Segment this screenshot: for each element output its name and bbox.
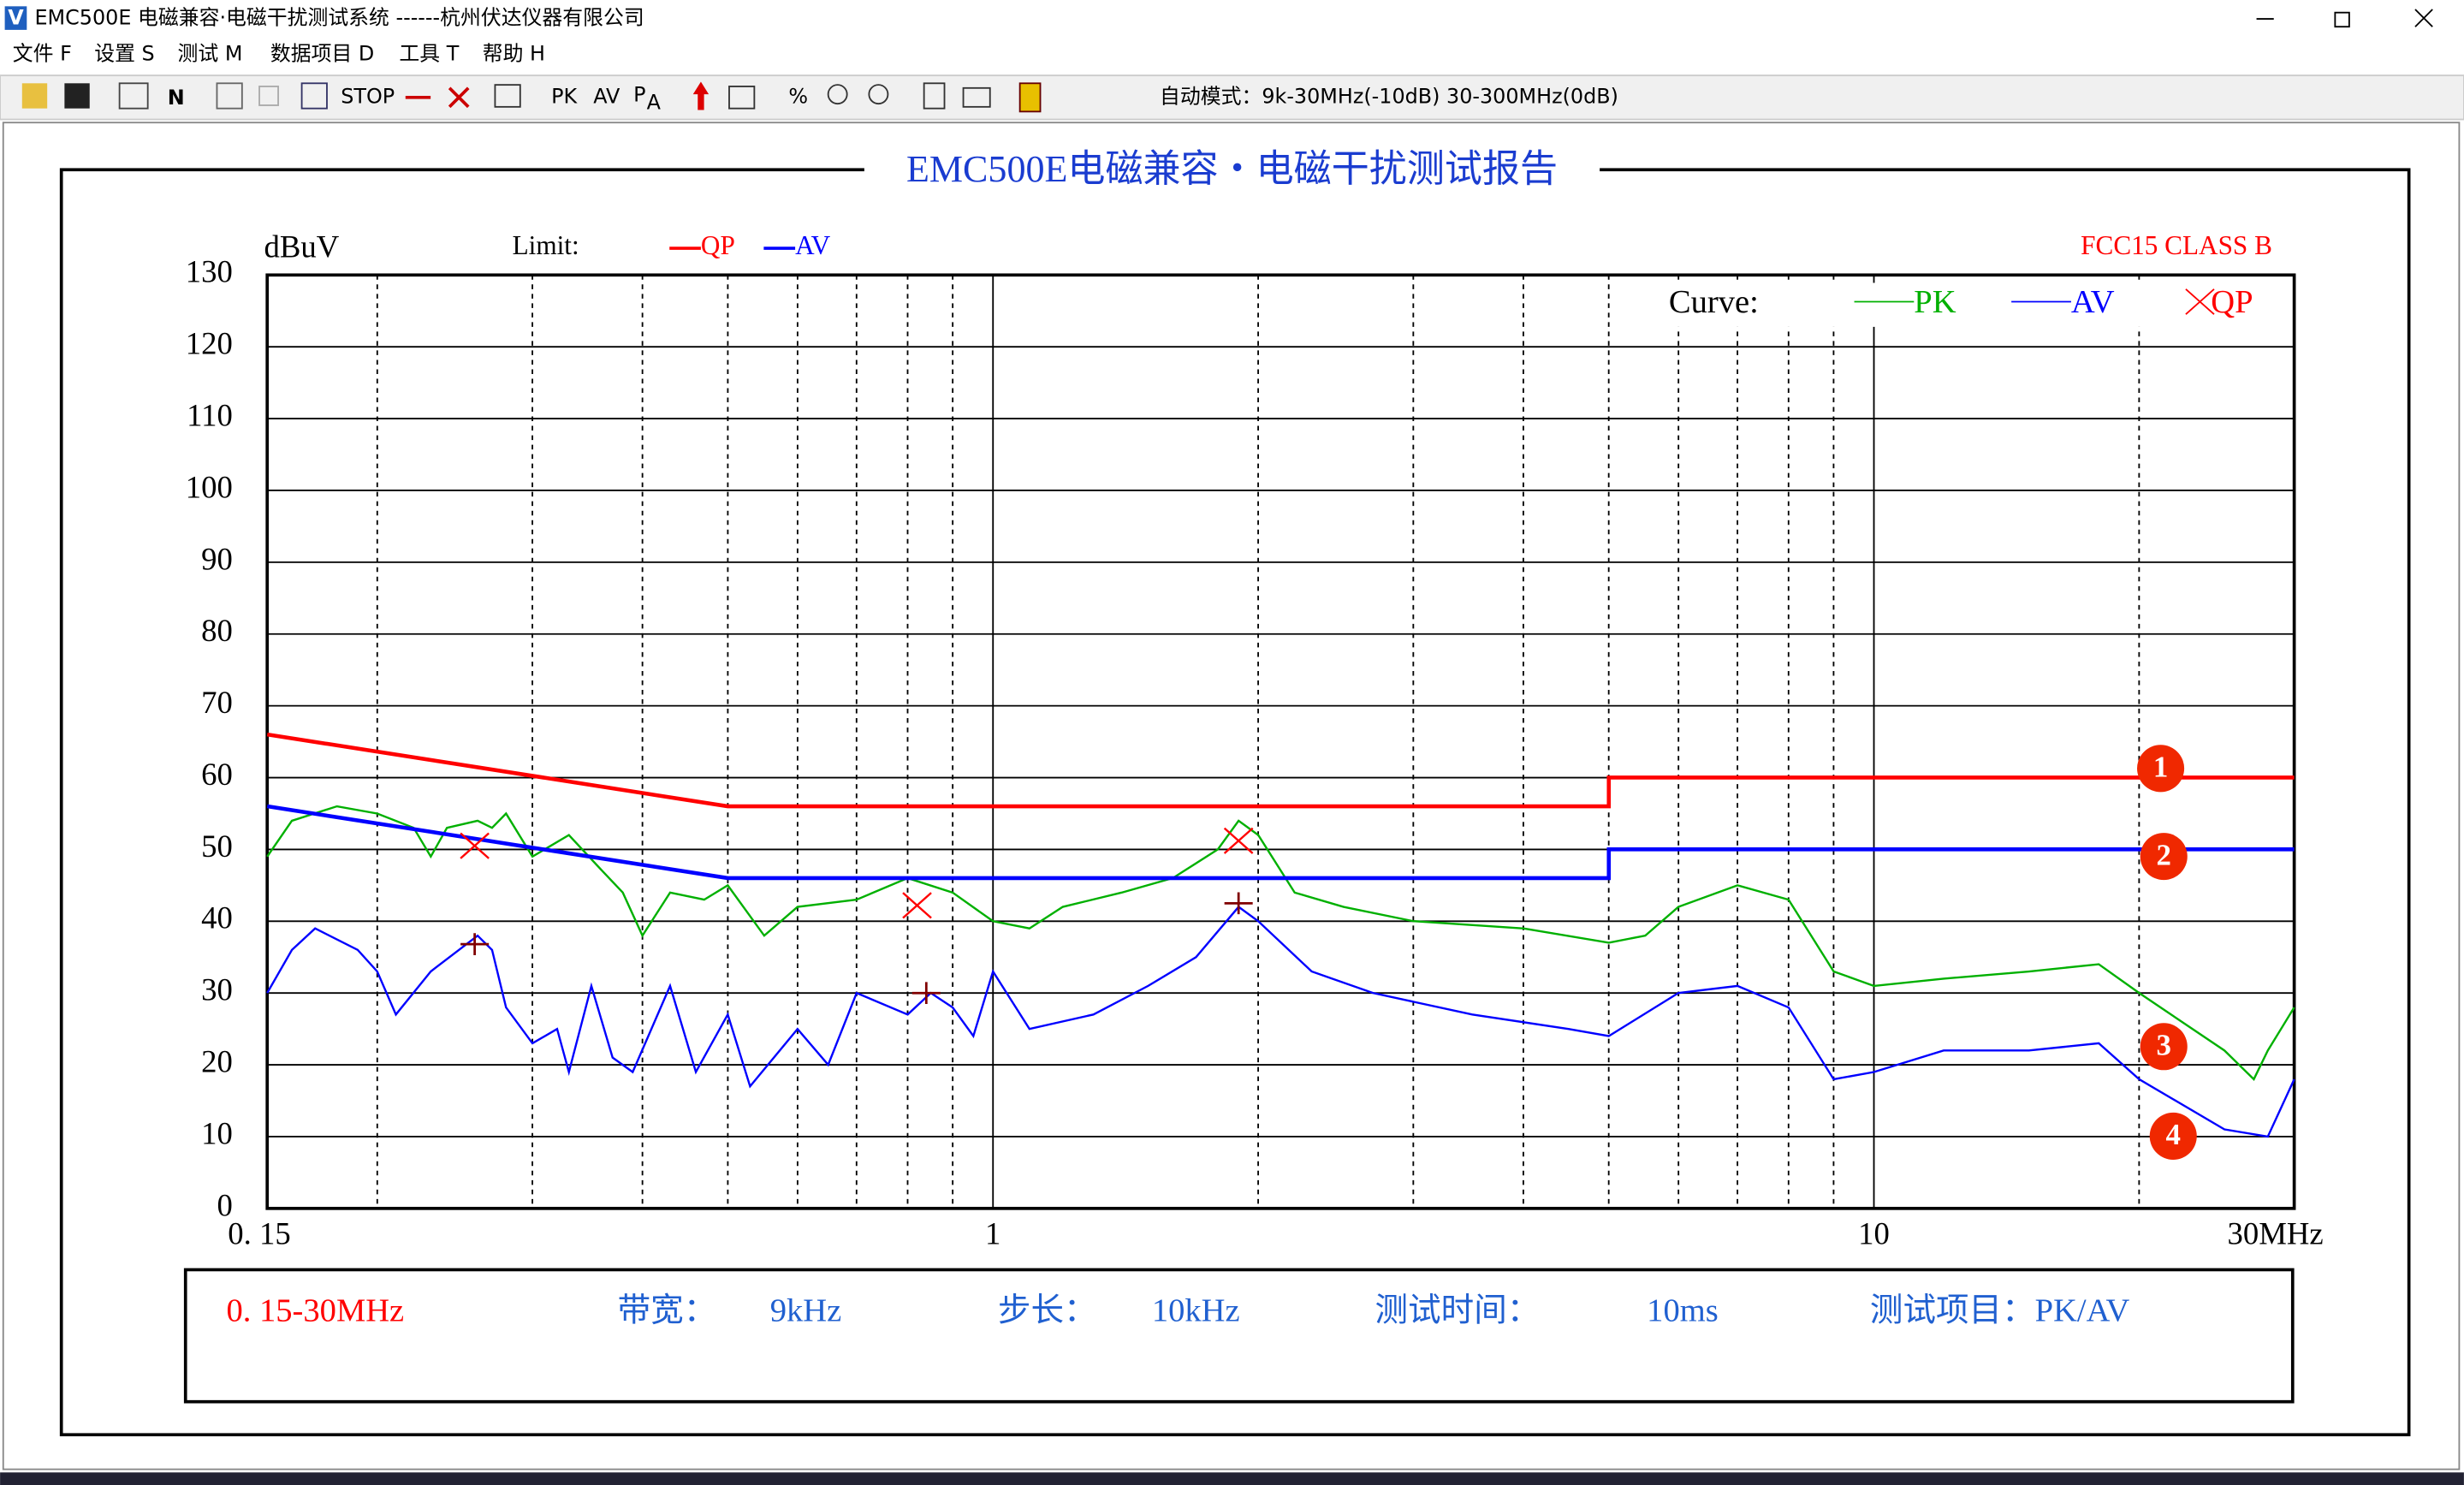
menu-item[interactable]: 文件 F [13, 42, 72, 66]
y-tick-label: 120 [186, 326, 233, 361]
x-tick-label: 1 [985, 1215, 1000, 1250]
annotation-number: 4 [2166, 1118, 2181, 1151]
pause-button[interactable] [258, 86, 279, 106]
scan-button[interactable] [300, 82, 328, 110]
y-tick-label: 20 [201, 1044, 233, 1079]
exit-button[interactable] [1018, 82, 1042, 113]
toolbar-button[interactable]: A [647, 91, 662, 115]
info-label: 步长： [998, 1293, 1097, 1329]
x-tick-label: 0. 15 [228, 1215, 290, 1250]
annotation-number: 1 [2153, 751, 2168, 784]
taskbar [0, 1472, 2464, 1485]
menu-item[interactable]: 帮助 H [483, 42, 545, 66]
y-tick-label: 40 [201, 900, 233, 936]
export-button[interactable] [728, 86, 756, 110]
qp-marker [1223, 827, 1254, 854]
av-marker [1224, 892, 1253, 915]
save-button[interactable] [64, 83, 90, 109]
menu-item[interactable]: 设置 S [94, 42, 154, 66]
report-button[interactable] [923, 82, 946, 110]
report-title: EMC500E电磁兼容・电磁干扰测试报告 [906, 148, 1558, 190]
legend-bg [1659, 282, 2281, 327]
annotation-badge [2137, 745, 2185, 793]
zoom-in-button[interactable] [827, 84, 848, 105]
legend-swatch [2185, 288, 2215, 315]
y-tick-label: 70 [201, 685, 233, 720]
legend-title: Limit: [513, 230, 579, 260]
y-tick-label: 130 [186, 254, 233, 289]
annotation-number: 3 [2157, 1029, 2171, 1062]
up-button[interactable] [692, 81, 710, 110]
clear-button[interactable] [448, 86, 470, 109]
percent-button[interactable]: % [788, 84, 808, 108]
legend-label: QP [701, 230, 735, 260]
legend-label: PK [1914, 284, 1956, 320]
toolbar-button[interactable]: P [633, 82, 645, 106]
info-label: 测试项目：PK/AV [1870, 1293, 2130, 1329]
zoom-out-button[interactable] [868, 84, 889, 105]
app-icon-letter: V [8, 6, 24, 30]
close-button[interactable] [2414, 9, 2433, 27]
y-tick-label: 50 [201, 829, 233, 864]
y-tick-label: 60 [201, 757, 233, 792]
print-button[interactable] [962, 86, 991, 108]
annotation-badge [2149, 1112, 2197, 1160]
annotation-badge [2140, 833, 2188, 881]
tool-button[interactable] [118, 82, 149, 110]
legend-title: Curve: [1669, 284, 1759, 320]
info-box [183, 1268, 2295, 1404]
info-label: 测试时间： [1375, 1293, 1541, 1329]
legend-label: AV [795, 230, 831, 260]
y-axis-label: dBuV [264, 229, 340, 264]
auto-mode: 自动模式：9k-30MHz(-10dB) 30-300MHz(0dB) [1160, 84, 1618, 108]
annotation-number: 2 [2157, 838, 2171, 871]
av-marker [911, 982, 941, 1005]
y-tick-label: 0 [217, 1187, 232, 1222]
x-tick-label: 30MHz [2228, 1215, 2324, 1250]
standard-label: FCC15 CLASS B [2081, 230, 2272, 260]
menu-item[interactable]: 数据项目 D [270, 42, 374, 66]
toolbar-buttons: % N STOP PK AV P A 自动模式：9k-30MHz(-10dB) 30-300… [21, 81, 1618, 115]
toolbar-button[interactable]: PK [551, 84, 578, 108]
report-title-bg [864, 151, 1600, 192]
y-tick-label: 10 [201, 1115, 233, 1150]
info-label: 带宽： [618, 1292, 717, 1329]
series-line [266, 805, 2295, 1081]
info-value: 10kHz [1152, 1293, 1240, 1329]
open-button[interactable] [21, 83, 48, 109]
legend-label: AV [2071, 284, 2115, 320]
menu-bar: 文件 F 设置 S 测试 M 数据项目 D 工具 T 帮助 H [13, 42, 545, 66]
y-tick-label: 80 [201, 613, 233, 648]
toolbar-button[interactable]: STOP [341, 84, 395, 108]
window-title: EMC500E 电磁兼容·电磁干扰测试系统 ------杭州伏达仪器有限公司 [34, 6, 644, 30]
y-tick-label: 100 [186, 469, 233, 504]
series-line [266, 905, 2295, 1138]
info-value: 9kHz [770, 1293, 842, 1329]
x-tick-label: 10 [1858, 1215, 1890, 1250]
restore-button[interactable] [2334, 11, 2350, 28]
info-range: 0. 15-30MHz [226, 1293, 404, 1329]
y-tick-label: 90 [201, 541, 233, 576]
app-icon [4, 6, 27, 30]
batch-button[interactable] [494, 84, 521, 108]
toolbar-button[interactable]: N [168, 86, 185, 110]
qp-marker [902, 892, 932, 919]
av-marker [460, 933, 490, 956]
menu-item[interactable]: 工具 T [399, 42, 459, 66]
info-value: 10ms [1647, 1293, 1719, 1329]
annotation-badge [2140, 1023, 2188, 1071]
y-tick-label: 110 [187, 397, 233, 432]
toolbar-button[interactable]: AV [593, 84, 620, 108]
series-line [266, 732, 2295, 809]
y-tick-label: 30 [201, 972, 233, 1007]
legend-label: QP [2211, 284, 2253, 320]
series-line [266, 804, 2295, 881]
graph-button[interactable] [216, 82, 243, 110]
qp-marker [460, 832, 490, 859]
menu-item[interactable]: 测试 M [178, 42, 243, 66]
